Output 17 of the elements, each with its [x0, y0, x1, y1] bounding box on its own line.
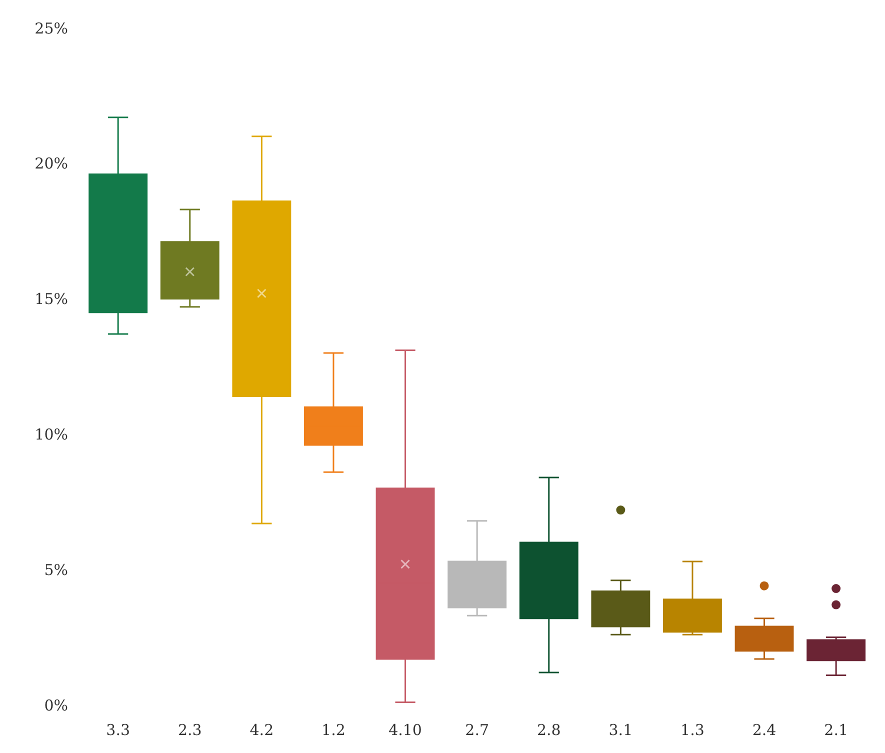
x-tick-label: 2.1: [824, 721, 848, 739]
y-tick-label: 15%: [34, 290, 68, 308]
y-tick-label: 0%: [44, 696, 68, 714]
x-tick-label: 2.8: [536, 721, 561, 739]
x-tick-label: 4.2: [250, 721, 274, 739]
y-tick-label: 25%: [34, 19, 68, 38]
x-tick-label: 1.2: [322, 721, 346, 739]
x-tick-label: 2.3: [178, 721, 202, 739]
x-tick-label: 4.10: [388, 721, 422, 739]
x-tick-label: 1.3: [680, 721, 704, 739]
x-tick-label: 2.7: [465, 721, 490, 739]
x-tick-label: 3.3: [106, 721, 130, 739]
x-tick-label: 3.1: [608, 721, 633, 739]
y-tick-label: 5%: [44, 560, 68, 579]
y-tick-label: 20%: [34, 154, 68, 173]
x-tick-label: 2.4: [752, 721, 776, 739]
y-tick-label: 10%: [34, 425, 68, 444]
